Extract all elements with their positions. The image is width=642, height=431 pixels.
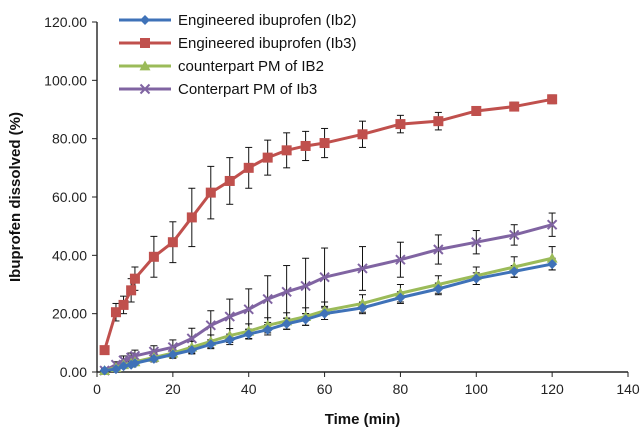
legend-label: counterpart PM of IB2 xyxy=(178,58,324,75)
series-layer xyxy=(99,94,558,376)
data-point xyxy=(205,187,216,198)
data-point xyxy=(395,292,406,303)
data-point xyxy=(546,252,558,263)
data-point xyxy=(319,138,330,149)
data-point xyxy=(167,349,178,360)
data-point xyxy=(471,273,482,284)
chart-axes xyxy=(96,22,628,373)
legend-label: Engineered ibuprofen (Ib2) xyxy=(178,12,356,29)
y-tick-label: 60.00 xyxy=(52,189,87,205)
data-point xyxy=(205,320,216,331)
data-point xyxy=(167,237,178,248)
chart-legend: Engineered ibuprofen (Ib2) Engineered ibu… xyxy=(119,12,356,98)
x-axis-title: Time (min) xyxy=(325,411,401,428)
data-point xyxy=(129,273,140,284)
data-point xyxy=(300,140,311,151)
data-point xyxy=(433,244,444,255)
x-tick-label: 140 xyxy=(616,381,640,397)
data-point xyxy=(262,293,273,305)
data-point xyxy=(186,345,197,356)
data-point xyxy=(546,219,558,230)
legend-item: Engineered ibuprofen (Ib3) xyxy=(119,35,356,52)
axis-ticks: 0 20 40 60 80 100 120 140 0.00 20.00 40.00 60.00 80.… xyxy=(44,14,640,397)
x-tick-label: 80 xyxy=(393,381,409,397)
data-point xyxy=(224,175,235,186)
legend-label: Engineered ibuprofen (Ib3) xyxy=(178,35,356,52)
data-point xyxy=(319,272,330,283)
data-point xyxy=(186,212,197,223)
data-point xyxy=(281,318,292,329)
data-point xyxy=(471,237,482,248)
y-tick-label: 0.00 xyxy=(60,364,87,380)
data-point xyxy=(205,339,216,350)
data-point xyxy=(509,229,520,241)
y-tick-label: 100.00 xyxy=(44,72,87,88)
data-point xyxy=(118,299,129,310)
data-point xyxy=(471,105,482,116)
x-tick-label: 40 xyxy=(241,381,257,397)
data-point xyxy=(243,162,254,173)
data-point xyxy=(395,254,406,265)
series-1 xyxy=(99,259,558,376)
data-point xyxy=(262,324,273,335)
data-point xyxy=(110,364,121,375)
y-tick-label: 40.00 xyxy=(52,247,87,263)
data-point xyxy=(148,346,160,357)
x-tick-label: 120 xyxy=(540,381,564,397)
legend-marker xyxy=(139,83,151,95)
y-axis-title: Ibuprofen dissolved (%) xyxy=(7,112,24,282)
data-point xyxy=(357,129,368,140)
data-point xyxy=(110,307,121,318)
data-point xyxy=(126,285,137,296)
legend-label: Conterpart PM of Ib3 xyxy=(178,81,317,98)
legend-item: counterpart PM of IB2 xyxy=(119,58,324,75)
data-point xyxy=(148,353,159,364)
data-point xyxy=(357,263,368,274)
data-point xyxy=(433,116,444,127)
data-point xyxy=(224,311,235,322)
data-point xyxy=(243,329,254,340)
data-point xyxy=(129,350,141,362)
data-point xyxy=(262,152,273,163)
data-point xyxy=(118,361,129,372)
data-point xyxy=(243,304,254,315)
data-point xyxy=(281,286,292,297)
data-point xyxy=(186,333,198,344)
data-point xyxy=(357,302,368,313)
data-point xyxy=(99,345,110,356)
series-2 xyxy=(99,94,558,356)
legend-item: Engineered ibuprofen (Ib2) xyxy=(119,12,356,29)
data-point xyxy=(319,308,330,319)
data-point xyxy=(167,342,179,353)
data-point xyxy=(99,365,110,376)
data-point xyxy=(395,119,406,130)
y-tick-label: 20.00 xyxy=(52,306,87,322)
data-point xyxy=(129,358,140,369)
y-tick-label: 80.00 xyxy=(52,131,87,147)
x-tick-label: 60 xyxy=(317,381,333,397)
data-point xyxy=(300,280,311,292)
data-point xyxy=(509,266,520,277)
data-point xyxy=(281,145,292,156)
data-point xyxy=(224,334,235,345)
data-point xyxy=(300,314,311,325)
legend-marker xyxy=(140,38,150,48)
data-point xyxy=(509,101,520,112)
data-point xyxy=(547,259,558,270)
error-bars xyxy=(101,94,556,373)
data-point xyxy=(148,251,159,262)
y-tick-label: 120.00 xyxy=(44,14,87,30)
legend-marker xyxy=(139,60,151,71)
x-tick-label: 20 xyxy=(165,381,181,397)
x-tick-label: 0 xyxy=(93,381,101,397)
x-tick-label: 100 xyxy=(465,381,489,397)
legend-marker xyxy=(140,15,150,25)
data-point xyxy=(547,94,558,105)
legend-item: Conterpart PM of Ib3 xyxy=(119,81,317,98)
data-point xyxy=(433,283,444,294)
